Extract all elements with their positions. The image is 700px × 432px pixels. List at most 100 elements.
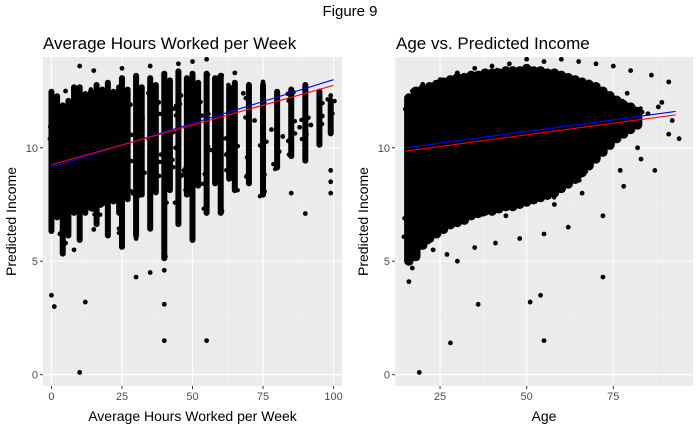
data-point bbox=[484, 77, 490, 82]
data-point bbox=[452, 94, 457, 99]
data-point bbox=[213, 94, 218, 100]
point-band bbox=[161, 70, 168, 262]
data-point bbox=[299, 117, 304, 123]
data-point bbox=[190, 190, 195, 196]
x-tick-label: 0 bbox=[48, 391, 54, 403]
data-point bbox=[204, 136, 209, 142]
data-point bbox=[244, 173, 250, 178]
data-point bbox=[319, 113, 325, 119]
data-point bbox=[202, 171, 207, 177]
data-point bbox=[429, 151, 434, 156]
data-point bbox=[262, 172, 267, 177]
data-point bbox=[434, 195, 439, 201]
data-point bbox=[610, 141, 616, 146]
data-point bbox=[161, 301, 167, 307]
data-point bbox=[613, 100, 618, 106]
data-point bbox=[517, 236, 523, 241]
data-point bbox=[621, 183, 627, 189]
data-point bbox=[105, 195, 111, 201]
data-point bbox=[260, 179, 266, 185]
data-point bbox=[175, 61, 181, 67]
point-band bbox=[54, 93, 61, 221]
point-band bbox=[152, 81, 159, 196]
data-point bbox=[628, 68, 634, 74]
data-point bbox=[556, 131, 562, 137]
data-point bbox=[601, 148, 606, 154]
data-point bbox=[524, 57, 530, 62]
data-point bbox=[65, 99, 71, 104]
data-point bbox=[624, 90, 630, 96]
data-point bbox=[516, 144, 521, 149]
fit-line-red bbox=[51, 84, 334, 166]
data-point bbox=[123, 92, 129, 98]
data-point bbox=[99, 155, 104, 160]
data-layer bbox=[401, 57, 682, 375]
data-point bbox=[473, 175, 478, 181]
data-point bbox=[416, 369, 422, 375]
data-point bbox=[146, 90, 151, 96]
data-point bbox=[129, 158, 134, 164]
data-point bbox=[161, 338, 167, 344]
data-point bbox=[659, 99, 665, 105]
data-point bbox=[87, 129, 93, 134]
data-point bbox=[243, 115, 248, 120]
data-point bbox=[401, 234, 406, 239]
data-point bbox=[556, 187, 561, 193]
data-point bbox=[105, 97, 111, 103]
data-point bbox=[59, 211, 64, 216]
data-point bbox=[527, 299, 533, 305]
data-point bbox=[156, 173, 162, 179]
data-point bbox=[510, 77, 516, 83]
data-point bbox=[57, 231, 63, 237]
point-band bbox=[65, 97, 72, 239]
data-point bbox=[565, 224, 571, 230]
data-point bbox=[292, 119, 298, 124]
data-point bbox=[52, 117, 57, 122]
data-point bbox=[232, 70, 238, 76]
data-point bbox=[402, 106, 408, 112]
data-point bbox=[551, 202, 557, 207]
data-point bbox=[157, 111, 163, 117]
data-point bbox=[187, 185, 192, 191]
data-point bbox=[493, 240, 498, 246]
data-point bbox=[129, 132, 134, 138]
data-point bbox=[75, 174, 80, 179]
data-point bbox=[330, 111, 335, 116]
panel-title: Age vs. Predicted Income bbox=[396, 34, 590, 53]
data-point bbox=[589, 117, 595, 123]
data-point bbox=[636, 122, 642, 127]
data-point bbox=[69, 121, 75, 126]
data-point bbox=[633, 106, 638, 111]
data-point bbox=[666, 131, 672, 137]
point-band bbox=[76, 84, 83, 244]
data-point bbox=[163, 254, 168, 259]
data-point bbox=[448, 88, 453, 94]
point-band bbox=[124, 86, 131, 203]
data-point bbox=[189, 101, 195, 106]
data-point bbox=[523, 153, 529, 158]
data-point bbox=[288, 190, 294, 196]
data-point bbox=[271, 161, 276, 167]
data-point bbox=[437, 77, 443, 83]
data-point bbox=[269, 127, 274, 133]
data-point bbox=[444, 134, 450, 139]
data-point bbox=[489, 63, 495, 69]
data-point bbox=[70, 163, 76, 168]
data-point bbox=[108, 174, 114, 180]
data-point bbox=[427, 236, 433, 241]
data-point bbox=[475, 301, 481, 307]
data-point bbox=[218, 134, 224, 139]
data-point bbox=[472, 245, 478, 250]
data-point bbox=[583, 169, 589, 174]
data-point bbox=[123, 173, 128, 179]
data-point bbox=[91, 227, 97, 232]
data-point bbox=[586, 79, 592, 85]
data-point bbox=[536, 92, 541, 97]
point-band bbox=[226, 84, 233, 182]
data-point bbox=[173, 145, 178, 151]
data-point bbox=[274, 149, 280, 155]
data-point bbox=[187, 142, 192, 147]
data-point bbox=[74, 200, 79, 206]
data-point bbox=[240, 90, 246, 96]
